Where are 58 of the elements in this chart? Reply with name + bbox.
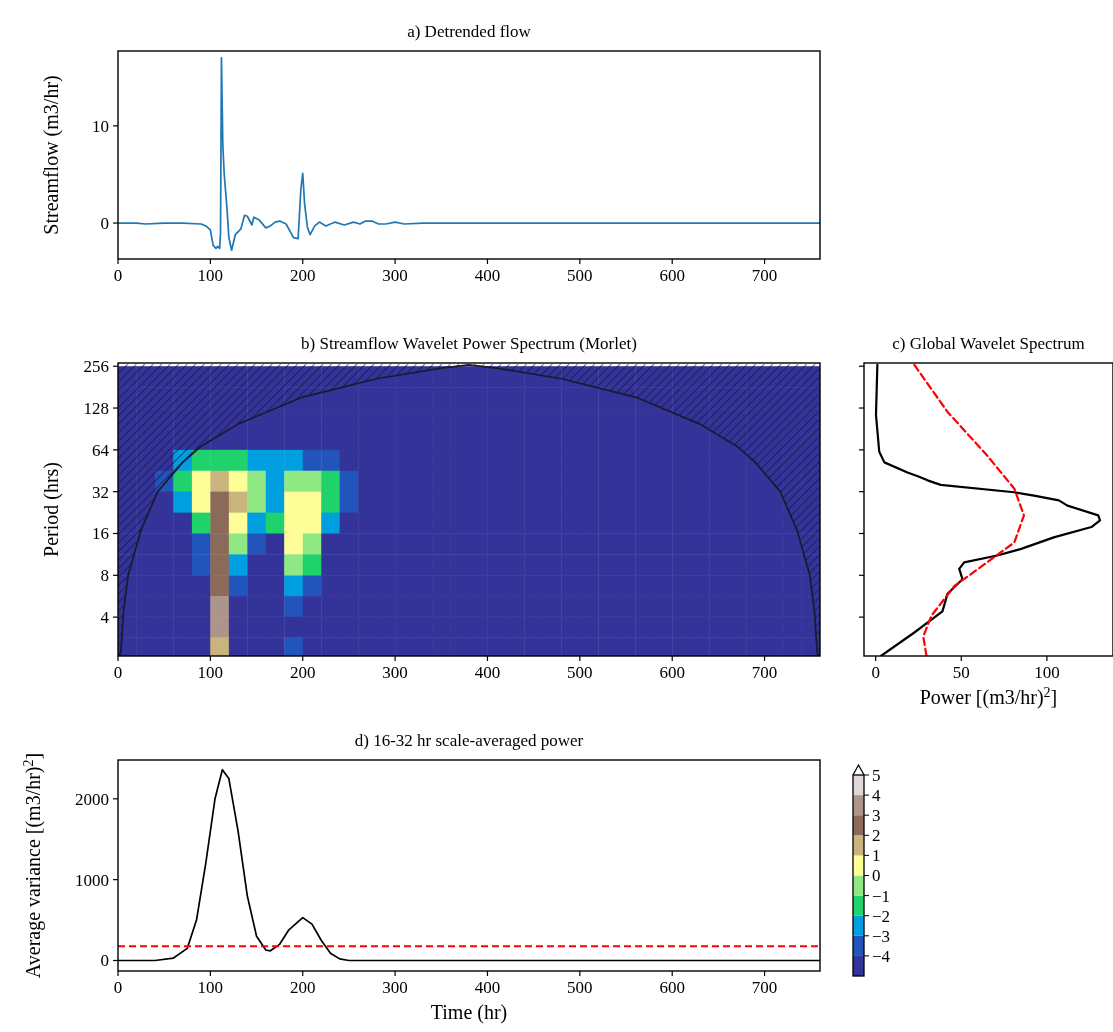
color-bar-label: 4 [872,786,881,806]
chart-title: c) Global Wavelet Spectrum [892,334,1085,353]
color-bar-label: 2 [872,826,881,846]
y-tick-label: 128 [83,398,109,418]
x-tick-label: 300 [382,266,408,285]
y-tick-label: 4 [100,608,110,628]
x-tick-label: 700 [751,978,778,997]
x-tick-label: 0 [871,663,880,682]
x-tick-label: 700 [751,266,778,285]
line-series [118,56,820,252]
color-bar-label: −3 [872,926,891,946]
x-tick-label: 600 [659,266,685,285]
y-axis-title: Streamflow (m3/hr) [40,75,63,235]
x-tick-label: 600 [659,978,685,997]
x-tick-label: 0 [113,663,123,682]
color-bar-label: −4 [872,946,891,966]
y-axis-title: Period (hrs) [40,462,63,557]
color-bar-label: −2 [872,906,891,926]
x-tick-label: 50 [952,663,970,682]
x-tick-label: 0 [113,978,123,997]
y-tick-label: 256 [83,357,109,377]
x-tick-label: 400 [474,978,501,997]
x-tick-label: 400 [474,663,501,682]
x-tick-label: 300 [382,978,408,997]
y-tick-label: 10 [92,116,109,136]
x-axis-title: Power [(m3/hr)$^{2}$] [919,684,1058,709]
x-tick-label: 500 [567,266,593,285]
y-tick-label: 0 [100,951,109,971]
x-tick-label: 100 [197,978,224,997]
x-tick-label: 200 [289,663,316,682]
chart-title: a) Detrended flow [407,22,532,41]
y-tick-label: 1000 [75,870,109,890]
x-tick-label: 200 [289,978,316,997]
y-tick-label: 64 [92,440,110,460]
y-tick-label: 32 [92,482,109,502]
y-tick-label: 16 [92,524,109,544]
x-tick-label: 500 [567,663,593,682]
x-tick-label: 100 [197,663,224,682]
color-bar-label: 3 [872,806,881,826]
x-tick-label: 100 [197,266,224,285]
x-tick-label: 700 [751,663,778,682]
x-axis-title: Time (hr) [430,1001,508,1024]
x-tick-label: 100 [1034,663,1060,682]
y-tick-label: 8 [100,566,109,586]
x-tick-label: 500 [567,978,593,997]
x-tick-label: 400 [474,266,501,285]
x-tick-label: 300 [382,663,408,682]
color-bar-label: 0 [872,866,881,886]
chart-title: d) 16-32 hr scale-averaged power [354,731,584,750]
y-tick-label: 0 [100,213,109,233]
x-tick-label: 0 [113,266,123,285]
y-tick-label: 2000 [75,789,109,809]
x-tick-label: 600 [659,663,685,682]
color-bar-label: −1 [872,886,891,906]
chart-title: b) Streamflow Wavelet Power Spectrum (Morlet) [301,334,637,353]
color-bar-label: 1 [872,846,881,866]
x-tick-label: 200 [289,266,316,285]
color-bar-label: 5 [872,765,881,785]
